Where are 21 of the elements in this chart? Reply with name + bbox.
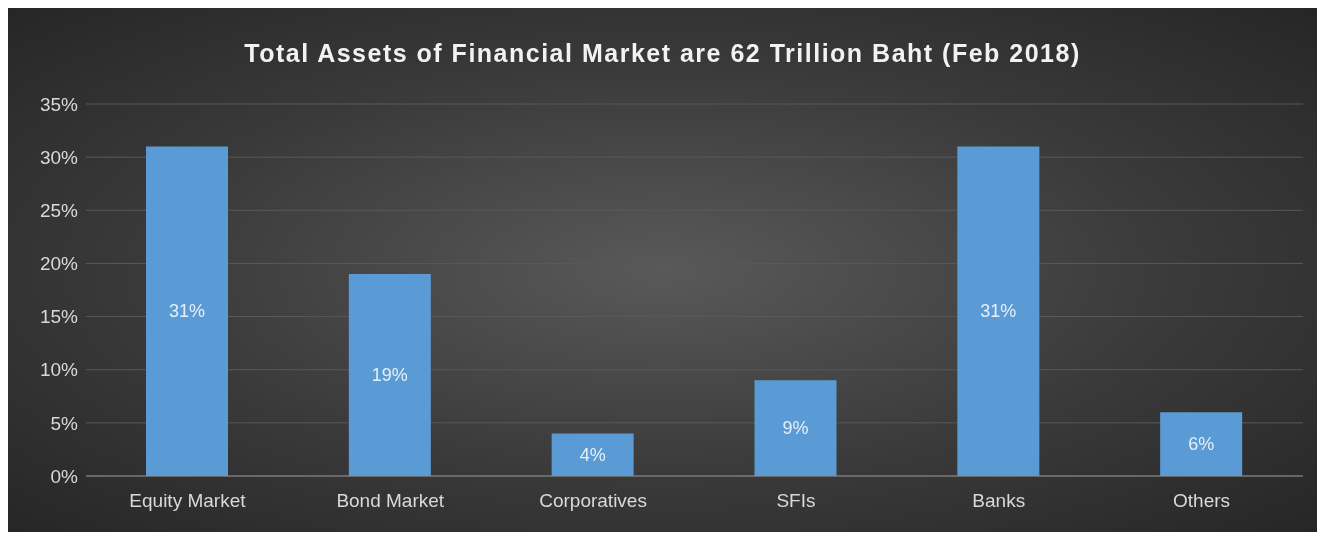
x-tick-label: Others xyxy=(1173,490,1231,512)
y-tick-label: 10% xyxy=(39,359,79,381)
data-label: 31% xyxy=(980,301,1017,322)
x-tick-label: Bond Market xyxy=(336,490,445,512)
x-tick-label: Equity Market xyxy=(129,490,247,512)
y-tick-label: 15% xyxy=(39,306,79,328)
x-tick-label: Corporatives xyxy=(539,490,647,512)
data-label: 31% xyxy=(168,301,206,322)
data-label: 9% xyxy=(782,418,809,439)
y-tick-label: 25% xyxy=(39,200,79,222)
data-label: 4% xyxy=(579,444,606,465)
data-label: 19% xyxy=(371,365,408,386)
data-label: 6% xyxy=(1188,434,1215,455)
x-tick-label: SFIs xyxy=(776,490,816,512)
chart-title: Total Assets of Financial Market are 62 Trillion Baht (Feb 2018) xyxy=(244,38,1081,67)
y-tick-label: 20% xyxy=(39,253,79,275)
y-tick-label: 30% xyxy=(39,146,79,168)
y-tick-label: 5% xyxy=(50,412,79,434)
x-tick-label: Banks xyxy=(972,490,1026,512)
y-tick-label: 35% xyxy=(39,93,79,115)
y-tick-label: 0% xyxy=(50,465,79,487)
